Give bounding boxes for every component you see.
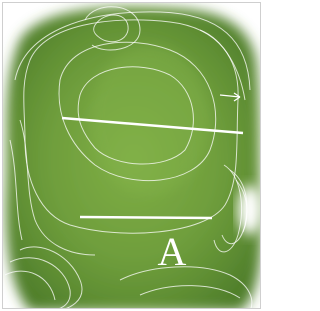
area-label: A — [158, 229, 187, 274]
page: {"label": "A"} — [0, 0, 263, 311]
green: A — [0, 0, 263, 311]
green-contour-map: A — [0, 0, 263, 311]
